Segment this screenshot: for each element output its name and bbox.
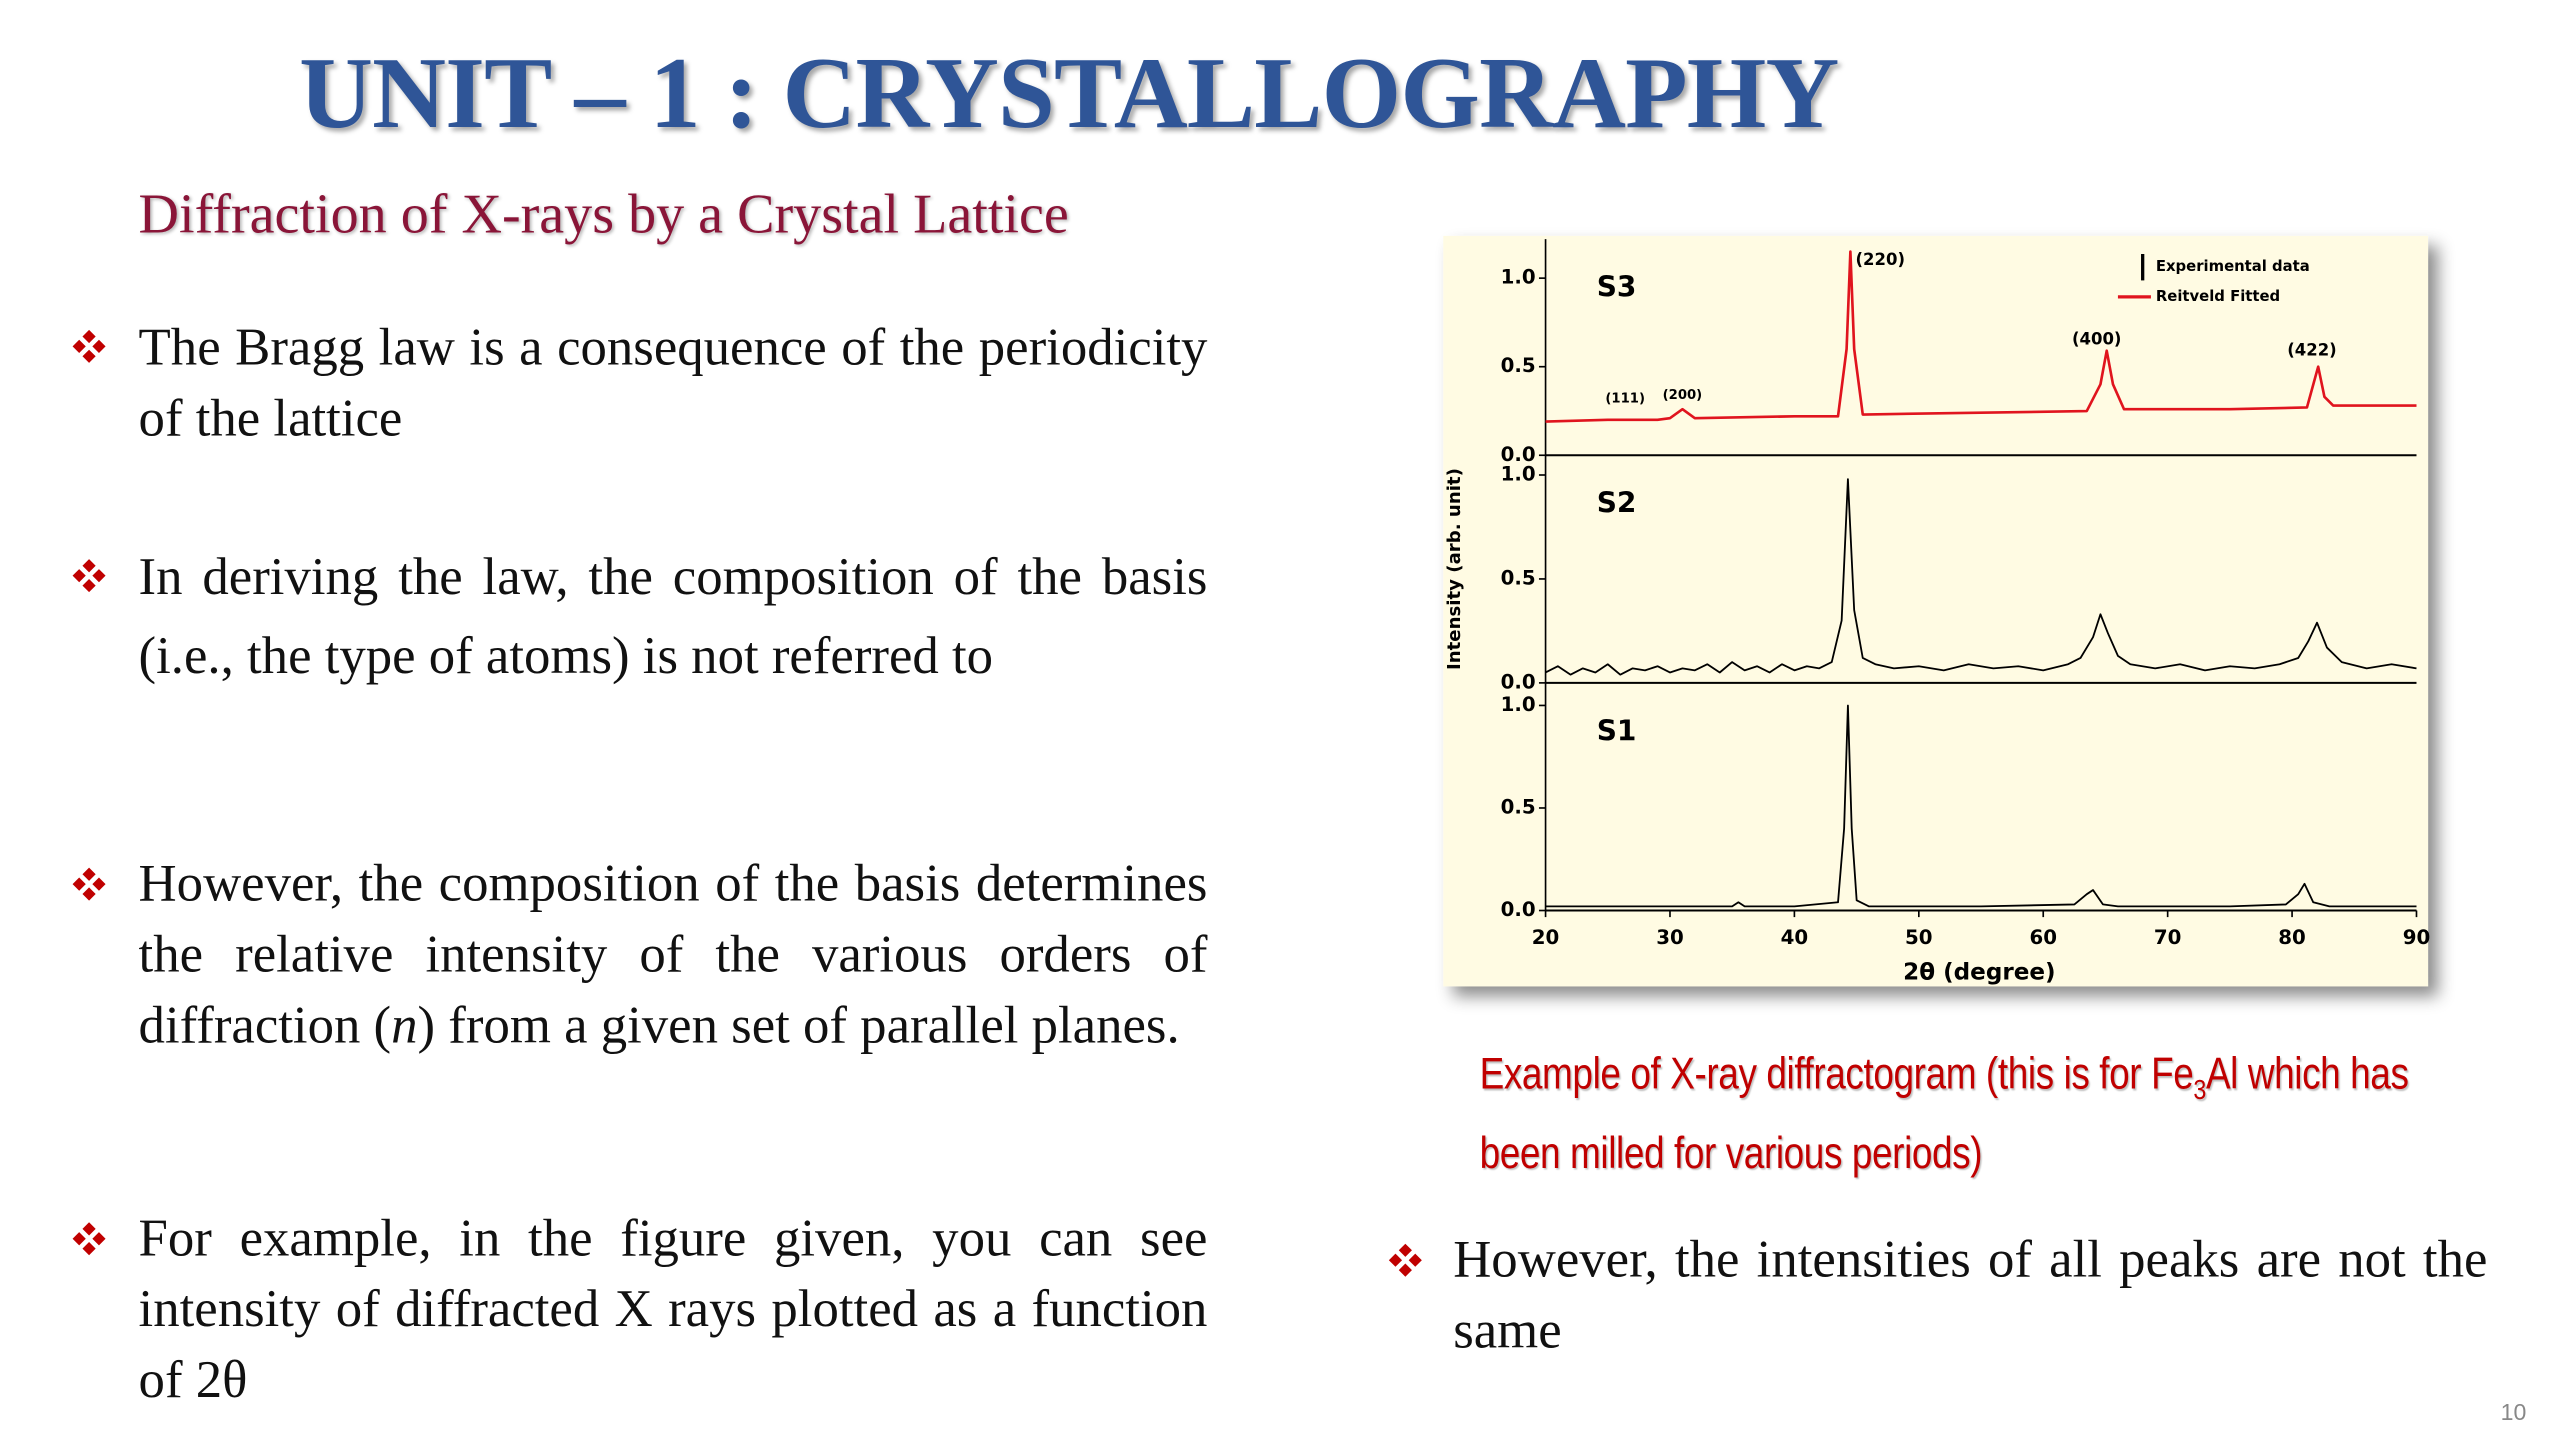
x-axis-label: 2θ (degree) — [1903, 960, 2055, 986]
peak-label: (200) — [1663, 388, 1703, 403]
legend-label: Reitveld Fitted — [2156, 288, 2280, 305]
series-line — [1545, 704, 2417, 908]
y-tick-label: 0.5 — [1501, 354, 1536, 377]
subtitle: Diffraction of X-rays by a Crystal Latti… — [138, 184, 1069, 246]
x-tick-label: 50 — [1905, 926, 1933, 949]
peak-label: (111) — [1605, 392, 1645, 407]
bullet-diamonds — [1388, 1243, 1422, 1277]
peak-label: (400) — [2072, 330, 2121, 349]
bullet-text: However, the composition of the basis de… — [138, 852, 1208, 1055]
bullet: The Bragg law is a consequence of the pe… — [138, 316, 1208, 448]
x-tick-label: 30 — [1656, 926, 1684, 949]
peak-label: (422) — [2287, 340, 2336, 359]
x-tick-label: 20 — [1532, 926, 1560, 949]
page-number: 10 — [2500, 1398, 2527, 1426]
y-tick-label: 1.0 — [1501, 693, 1536, 716]
panel-label: S1 — [1597, 714, 1637, 747]
title: UNIT – 1 : CRYSTALLOGRAPHY — [299, 37, 1839, 151]
bullet-icon — [72, 559, 106, 593]
x-tick-label: 40 — [1781, 926, 1809, 949]
bullet-diamonds — [72, 1222, 106, 1256]
caption-text: Al which has been milled for various per… — [1479, 1049, 2409, 1179]
bullet-text: ) from a given set of parallel planes. — [417, 994, 1180, 1055]
panel-label: S3 — [1597, 271, 1637, 304]
bullet-icon — [72, 329, 106, 363]
x-tick-label: 60 — [2029, 926, 2057, 949]
y-tick-label: 1.0 — [1501, 463, 1536, 486]
peak-label: (220) — [1856, 250, 1905, 269]
series-line — [1545, 250, 2417, 423]
bullet-icon — [72, 867, 106, 901]
y-tick-label: 0.0 — [1501, 898, 1536, 921]
x-tick-label: 90 — [2403, 926, 2431, 949]
series-line — [1545, 478, 2417, 676]
bullet-diamonds — [72, 329, 106, 363]
bullet: However, the intensities of all peaks ar… — [1453, 1228, 2488, 1360]
bullet-diamonds — [72, 559, 106, 593]
y-tick-label: 0.0 — [1501, 443, 1536, 466]
diffractogram: 0.0 0.5 1.0 S3 (111) (200) (220) (400) (422) 0.0 0… — [1443, 235, 2431, 987]
caption: Example of X-ray diffractogram (this is … — [1480, 1042, 2411, 1184]
y-tick-label: 0.0 — [1501, 670, 1536, 693]
caption-subscript: 3 — [2193, 1074, 2206, 1106]
bullet-icon — [72, 1222, 106, 1256]
bullet: However, the composition of the basis de… — [139, 848, 1208, 1061]
caption-text: Example of X-ray diffractogram (this is … — [1479, 1049, 2194, 1099]
x-tick-label: 70 — [2154, 926, 2182, 949]
y-axis-label: Intensity (arb. unit) — [1444, 468, 1465, 670]
y-tick-label: 0.5 — [1501, 566, 1536, 589]
y-tick-label: 1.0 — [1501, 266, 1536, 289]
bullet-icon — [1388, 1243, 1422, 1277]
x-tick-label: 80 — [2278, 926, 2306, 949]
y-tick-label: 0.5 — [1501, 795, 1536, 818]
bullet-text: n — [391, 994, 418, 1055]
bullet: In deriving the law, the composition of … — [138, 545, 1208, 685]
legend-label: Experimental data — [2156, 258, 2310, 275]
figure-frame — [1443, 235, 2429, 987]
bullet-diamonds — [72, 867, 106, 901]
bullet: For example, in the figure given, you ca… — [138, 1207, 1208, 1409]
panel-label: S2 — [1597, 487, 1637, 520]
